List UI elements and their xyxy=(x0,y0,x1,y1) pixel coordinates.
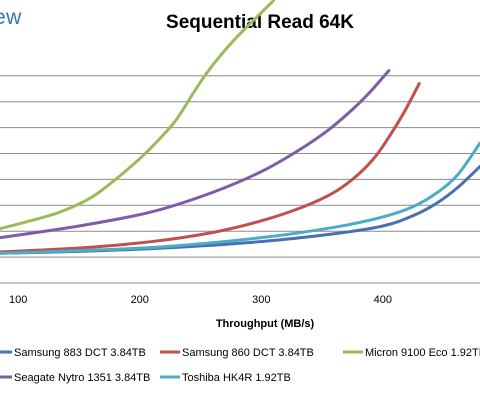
legend-item-3: Seagate Nytro 1351 3.84TB xyxy=(0,372,150,384)
x-tick-labels: 100 200 300 400 xyxy=(9,294,392,306)
legend-item-2: Micron 9100 Eco 1.92TB xyxy=(343,347,480,359)
series-lines xyxy=(0,0,480,255)
series-line-4 xyxy=(0,141,480,255)
x-tick-label-3: 400 xyxy=(374,294,392,306)
chart-legend: Samsung 883 DCT 3.84TB Samsung 860 DCT 3.… xyxy=(0,347,480,384)
series-line-3 xyxy=(0,69,391,240)
chart-title: Sequential Read 64K xyxy=(166,12,354,33)
series-line-1 xyxy=(0,82,421,254)
legend-label-3: Seagate Nytro 1351 3.84TB xyxy=(14,372,150,384)
legend-label-4: Toshiba HK4R 1.92TB xyxy=(182,372,291,384)
brand-logo-text: ew xyxy=(0,6,22,29)
x-tick-label-2: 300 xyxy=(252,294,270,306)
x-tick-label-0: 100 xyxy=(9,294,27,306)
legend-label-1: Samsung 860 DCT 3.84TB xyxy=(182,347,314,359)
legend-item-1: Samsung 860 DCT 3.84TB xyxy=(160,347,314,359)
series-line-2 xyxy=(0,0,275,231)
legend-item-4: Toshiba HK4R 1.92TB xyxy=(160,372,291,384)
legend-label-0: Samsung 883 DCT 3.84TB xyxy=(14,347,146,359)
x-tick-label-1: 200 xyxy=(131,294,149,306)
legend-label-2: Micron 9100 Eco 1.92TB xyxy=(365,347,480,359)
legend-item-0: Samsung 883 DCT 3.84TB xyxy=(0,347,146,359)
x-axis-label: Throughput (MB/s) xyxy=(216,318,315,330)
gridlines xyxy=(0,75,480,284)
